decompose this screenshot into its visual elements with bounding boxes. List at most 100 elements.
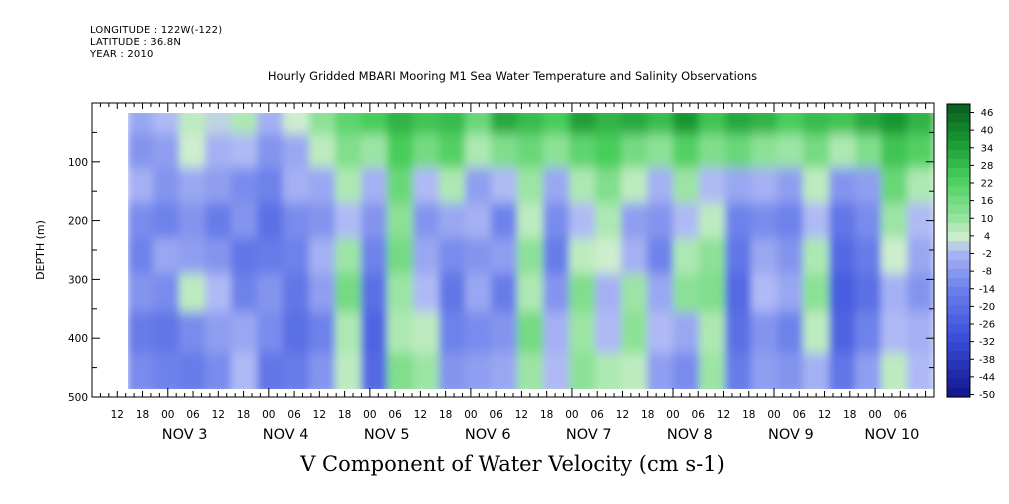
heatmap-cell (361, 273, 389, 313)
heatmap-cell (881, 133, 909, 169)
heatmap-cell (309, 238, 337, 275)
colorbar-swatch (947, 177, 970, 188)
x-hour-label: 00 (666, 409, 679, 421)
colorbar-swatch (947, 168, 970, 178)
colorbar-swatch (947, 342, 970, 352)
heatmap-cell (257, 273, 285, 313)
colorbar-label: -26 (979, 320, 995, 331)
y-axis-label: DEPTH (m) (34, 220, 47, 280)
heatmap-cell (907, 273, 934, 313)
heatmap-cell (413, 352, 441, 389)
x-hour-label: 06 (793, 409, 807, 421)
heatmap-cell (465, 113, 493, 135)
heatmap-cell (595, 238, 623, 275)
heatmap-cell (179, 133, 207, 169)
colorbar-swatch (947, 378, 970, 389)
heatmap-cell (673, 311, 701, 354)
heatmap-cell (699, 203, 727, 240)
heatmap-cell (205, 113, 233, 135)
heatmap-cell (699, 167, 727, 204)
x-day-label: NOV 5 (364, 427, 410, 443)
heatmap-cell (491, 311, 519, 354)
heatmap-cell (647, 352, 675, 389)
heatmap-cell (777, 203, 805, 240)
heatmap-cell (517, 113, 545, 135)
heatmap-cell (569, 203, 597, 240)
heatmap-cell (205, 167, 233, 204)
heatmap-cell (179, 311, 207, 354)
colorbar-swatch (947, 131, 970, 142)
heatmap-cell (335, 113, 363, 135)
heatmap-cell (335, 311, 363, 354)
heatmap-cell (907, 113, 934, 135)
heatmap-cell (673, 113, 701, 135)
heatmap-cell (231, 113, 259, 135)
heatmap-cells (128, 113, 934, 389)
heatmap-cell (673, 133, 701, 169)
x-hour-label: 12 (414, 409, 427, 421)
heatmap-cell (855, 167, 883, 204)
colorbar-label: 10 (981, 214, 994, 225)
heatmap-cell (621, 238, 649, 275)
heatmap-cell (907, 311, 934, 354)
heatmap-cell (439, 273, 467, 313)
heatmap-cell (387, 203, 415, 240)
colorbar-swatch (947, 140, 970, 151)
colorbar-frame (946, 103, 971, 398)
colorbar-label: 4 (984, 231, 990, 242)
heatmap-cell (465, 203, 493, 240)
heatmap-cell (829, 238, 857, 275)
heatmap-cell (335, 133, 363, 169)
heatmap-cell (881, 352, 909, 389)
heatmap-cell (128, 273, 155, 313)
x-hour-label: 18 (540, 409, 553, 421)
heatmap-cell (725, 273, 753, 313)
x-hour-label: 18 (843, 409, 856, 421)
heatmap-cell (595, 133, 623, 169)
heatmap-cell (907, 352, 934, 389)
heatmap-cell (309, 113, 337, 135)
heatmap-cell (153, 273, 181, 313)
heatmap-cell (881, 311, 909, 354)
heatmap-cell (751, 167, 779, 204)
heatmap-cell (231, 273, 259, 313)
heatmap-cell (283, 133, 311, 169)
colorbar-label: -38 (979, 355, 995, 366)
heatmap-cell (283, 113, 311, 135)
heatmap-cell (569, 113, 597, 135)
x-day-label: NOV 4 (263, 427, 309, 443)
colorbar-swatch (947, 104, 970, 114)
latitude-label: LATITUDE : 36.8N (90, 37, 182, 48)
longitude-label: LONGITUDE : 122W(-122) (90, 25, 223, 36)
heatmap-cell (673, 203, 701, 240)
heatmap-cell (231, 352, 259, 389)
heatmap-cell (231, 238, 259, 275)
heatmap-cell (543, 311, 571, 354)
x-hour-label: 00 (262, 409, 275, 421)
heatmap-cell (725, 311, 753, 354)
heatmap-cell (205, 311, 233, 354)
heatmap-cell (413, 273, 441, 313)
heatmap-cell (335, 273, 363, 313)
x-hour-label: 06 (186, 409, 200, 421)
heatmap-cell (699, 273, 727, 313)
heatmap-cell (361, 238, 389, 275)
heatmap-cell (491, 113, 519, 135)
heatmap-cell (881, 203, 909, 240)
colorbar-label: 28 (981, 161, 994, 172)
y-axis: 100 200 300 400 500 (68, 102, 934, 404)
colorbar-label: -50 (979, 390, 995, 401)
heatmap-cell (751, 273, 779, 313)
x-hour-label: 00 (161, 409, 174, 421)
x-hour-label: 00 (565, 409, 578, 421)
heatmap-cell (725, 133, 753, 169)
heatmap-cell (881, 113, 909, 135)
x-axis: 12 18 00 06 12 18 00 06 12 18 00 06 12 18 00 06 12 18 00 06… (91, 103, 935, 443)
heatmap-cell (491, 167, 519, 204)
heatmap-cell (413, 311, 441, 354)
heatmap-cell (777, 133, 805, 169)
heatmap-cell (257, 167, 285, 204)
heatmap-cell (257, 113, 285, 135)
heatmap-cell (387, 133, 415, 169)
heatmap-cell (881, 273, 909, 313)
